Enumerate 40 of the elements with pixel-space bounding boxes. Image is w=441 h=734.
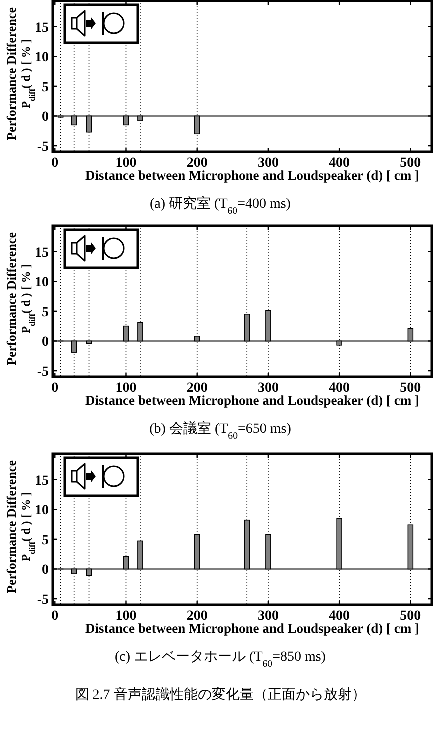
x-tick-label: 300: [258, 609, 279, 624]
x-tick-label: 500: [400, 156, 422, 171]
y-tick-label: -5: [37, 140, 49, 156]
y-tick-label: 5: [42, 305, 49, 320]
x-tick-label: 200: [186, 381, 208, 396]
y-tick-label: 15: [35, 246, 49, 261]
x-tick-label: 200: [186, 156, 208, 171]
x-tick-label: 500: [400, 381, 422, 396]
x-axis-title: Distance between Microphone and Loudspeaker (d) [ cm ]: [86, 168, 420, 183]
y-tick-label: -5: [37, 365, 49, 380]
y-tick-label: -5: [37, 593, 49, 608]
y-tick-label: 5: [42, 533, 49, 548]
x-tick-label: 0: [52, 156, 59, 171]
text: (b) 会議室 (T$_{60}$=650 ms): [150, 421, 292, 442]
x-axis-title: Distance between Microphone and Loudspeaker (d) [ cm ]: [86, 393, 420, 408]
y-tick-label: 15: [35, 474, 49, 489]
x-tick-label: 300: [258, 156, 279, 171]
x-tick-label: 200: [186, 609, 208, 624]
x-axis-title: Distance between Microphone and Loudspeaker (d) [ cm ]: [86, 621, 420, 636]
x-tick-label: 0: [52, 381, 59, 396]
x-tick-label: 100: [116, 156, 137, 171]
x-tick-label: 400: [329, 381, 350, 396]
y-tick-label: 10: [35, 504, 49, 519]
y-tick-label: 10: [35, 276, 49, 291]
text: (c) エレベータホール (T$_{60}$=850 ms): [115, 650, 326, 670]
y-tick-label: 15: [35, 20, 49, 36]
x-tick-label: 0: [52, 609, 59, 624]
y-tick-label: 10: [35, 50, 49, 66]
x-tick-label: 100: [116, 609, 137, 624]
y-tick-label: 0: [42, 563, 49, 578]
x-tick-label: 500: [400, 609, 422, 624]
y-tick-label: 5: [42, 80, 49, 96]
y-tick-label: 0: [42, 110, 49, 126]
y-tick-label: 0: [42, 335, 49, 350]
x-tick-label: 400: [329, 609, 350, 624]
x-tick-label: 100: [116, 381, 137, 396]
text: (a) 研究室 (T$_{60}$=400 ms): [150, 196, 292, 216]
caption: 図 2.7 音声認識性能の変化量（正面から放射）: [75, 687, 366, 703]
x-tick-label: 400: [329, 156, 350, 171]
x-tick-label: 300: [258, 381, 279, 396]
